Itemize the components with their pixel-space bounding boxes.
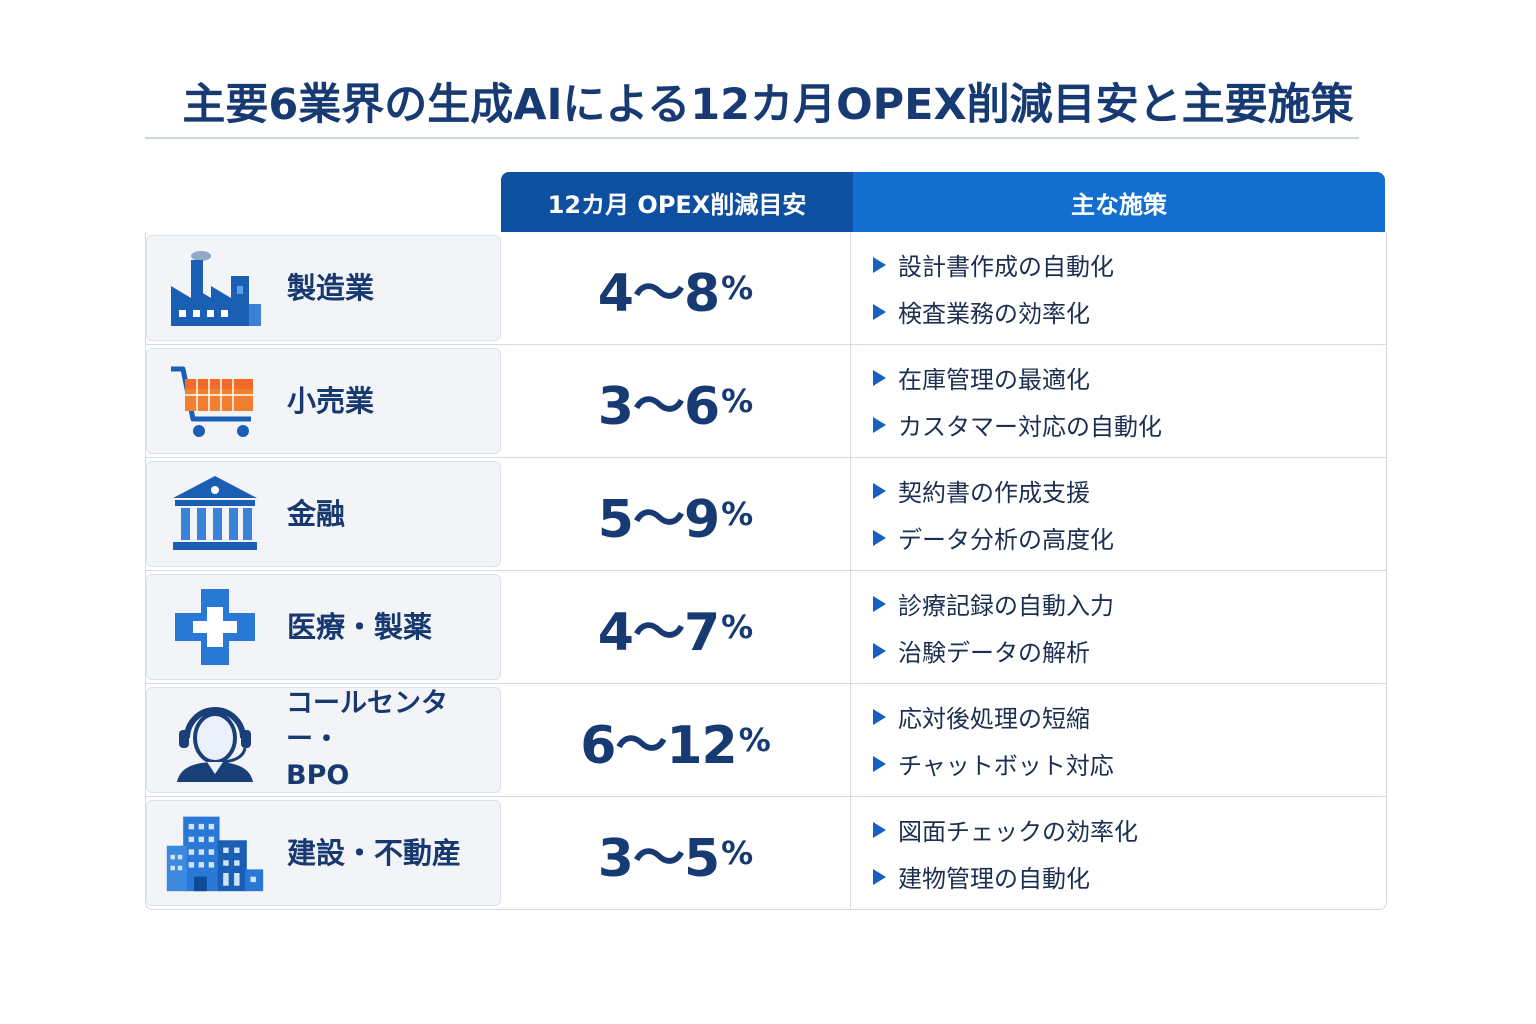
measures-cell: 応対後処理の短縮 チャットボット対応 (851, 684, 1386, 796)
industry-cell: 製造業 (146, 235, 501, 341)
reduction-cell: 3〜6% (501, 345, 851, 457)
measures-cell: 診療記録の自動入力 治験データの解析 (851, 571, 1386, 683)
factory-icon (165, 243, 265, 333)
shopping-cart-icon (165, 356, 265, 446)
industry-name: 金融 (287, 497, 346, 531)
reduction-cell: 4〜8% (501, 232, 851, 344)
table-row: 建設・不動産 3〜5% 図面チェックの効率化 建物管理の自動化 (146, 796, 1386, 909)
reduction-range: 3〜6 (597, 376, 720, 437)
measure-text: 応対後処理の短縮 (898, 705, 1090, 733)
bullet-triangle-icon (873, 369, 886, 386)
measure-item: データ分析の高度化 (873, 520, 1386, 555)
industry-name: 医療・製薬 (287, 610, 433, 644)
measure-text: 検査業務の効率化 (898, 300, 1090, 328)
measure-item: 治験データの解析 (873, 633, 1386, 668)
reduction-range: 3〜5 (597, 828, 720, 889)
industry-name: コールセンター・ BPO (286, 688, 449, 791)
measure-item: チャットボット対応 (873, 746, 1386, 781)
percent-unit: % (721, 834, 754, 872)
reduction-range: 4〜8 (597, 263, 720, 324)
measure-text: チャットボット対応 (898, 752, 1114, 780)
industry-cell: 金融 (146, 461, 501, 567)
measure-item: 建物管理の自動化 (873, 859, 1386, 894)
bank-icon (165, 469, 265, 559)
industry-cell: 建設・不動産 (146, 800, 501, 906)
measure-text: 建物管理の自動化 (898, 865, 1090, 893)
measures-cell: 設計書作成の自動化 検査業務の効率化 (851, 232, 1386, 344)
bullet-triangle-icon (873, 482, 886, 499)
measure-text: データ分析の高度化 (898, 526, 1114, 554)
industry-name: 建設・不動産 (287, 836, 462, 870)
measure-text: 契約書の作成支援 (898, 479, 1090, 507)
header-measures: 主な施策 (853, 172, 1385, 232)
measure-item: 設計書作成の自動化 (873, 247, 1386, 282)
percent-unit: % (721, 608, 754, 646)
table-row: 金融 5〜9% 契約書の作成支援 データ分析の高度化 (146, 457, 1386, 570)
bullet-triangle-icon (873, 303, 886, 320)
page-title: 主要6業界の生成AIによる12カ月OPEX削減目安と主要施策 (182, 80, 1354, 130)
bullet-triangle-icon (873, 256, 886, 273)
measure-text: 図面チェックの効率化 (898, 818, 1138, 846)
measure-text: カスタマー対応の自動化 (898, 413, 1162, 441)
measure-text: 設計書作成の自動化 (898, 253, 1114, 281)
industry-table: 製造業 4〜8% 設計書作成の自動化 検査業務の効率化 (145, 232, 1387, 910)
reduction-cell: 4〜7% (501, 571, 851, 683)
reduction-range: 4〜7 (597, 602, 720, 663)
table-row: コールセンター・ BPO 6〜12% 応対後処理の短縮 チャットボット対応 (146, 683, 1386, 796)
measures-cell: 在庫管理の最適化 カスタマー対応の自動化 (851, 345, 1386, 457)
bullet-triangle-icon (873, 755, 886, 772)
reduction-cell: 6〜12% (501, 684, 851, 796)
table-row: 小売業 3〜6% 在庫管理の最適化 カスタマー対応の自動化 (146, 344, 1386, 457)
percent-unit: % (738, 721, 771, 759)
buildings-icon (165, 808, 265, 898)
industry-cell: 小売業 (146, 348, 501, 454)
measure-text: 治験データの解析 (898, 639, 1090, 667)
medical-cross-icon (165, 582, 265, 672)
bullet-triangle-icon (873, 529, 886, 546)
measures-cell: 契約書の作成支援 データ分析の高度化 (851, 458, 1386, 570)
reduction-cell: 5〜9% (501, 458, 851, 570)
table-header: 12カ月 OPEX削減目安 主な施策 (501, 172, 1385, 232)
industry-name: 小売業 (287, 384, 375, 418)
reduction-range: 6〜12 (580, 715, 738, 776)
industry-cell: コールセンター・ BPO (146, 687, 501, 793)
bullet-triangle-icon (873, 642, 886, 659)
headset-operator-icon (165, 695, 264, 785)
bullet-triangle-icon (873, 416, 886, 433)
measure-text: 診療記録の自動入力 (898, 592, 1114, 620)
measure-item: カスタマー対応の自動化 (873, 407, 1386, 442)
reduction-range: 5〜9 (597, 489, 720, 550)
measure-item: 契約書の作成支援 (873, 473, 1386, 508)
measure-text: 在庫管理の最適化 (898, 366, 1090, 394)
percent-unit: % (721, 269, 754, 307)
table-row: 製造業 4〜8% 設計書作成の自動化 検査業務の効率化 (146, 232, 1386, 344)
measure-item: 診療記録の自動入力 (873, 586, 1386, 621)
industry-name: 製造業 (287, 271, 375, 305)
measure-item: 在庫管理の最適化 (873, 360, 1386, 395)
measures-cell: 図面チェックの効率化 建物管理の自動化 (851, 797, 1386, 909)
title-divider (145, 137, 1359, 139)
percent-unit: % (721, 495, 754, 533)
bullet-triangle-icon (873, 821, 886, 838)
industry-cell: 医療・製薬 (146, 574, 501, 680)
table-row: 医療・製薬 4〜7% 診療記録の自動入力 治験データの解析 (146, 570, 1386, 683)
reduction-cell: 3〜5% (501, 797, 851, 909)
measure-item: 応対後処理の短縮 (873, 699, 1386, 734)
header-reduction: 12カ月 OPEX削減目安 (501, 172, 853, 232)
bullet-triangle-icon (873, 708, 886, 725)
bullet-triangle-icon (873, 595, 886, 612)
percent-unit: % (721, 382, 754, 420)
measure-item: 検査業務の効率化 (873, 294, 1386, 329)
measure-item: 図面チェックの効率化 (873, 812, 1386, 847)
bullet-triangle-icon (873, 868, 886, 885)
